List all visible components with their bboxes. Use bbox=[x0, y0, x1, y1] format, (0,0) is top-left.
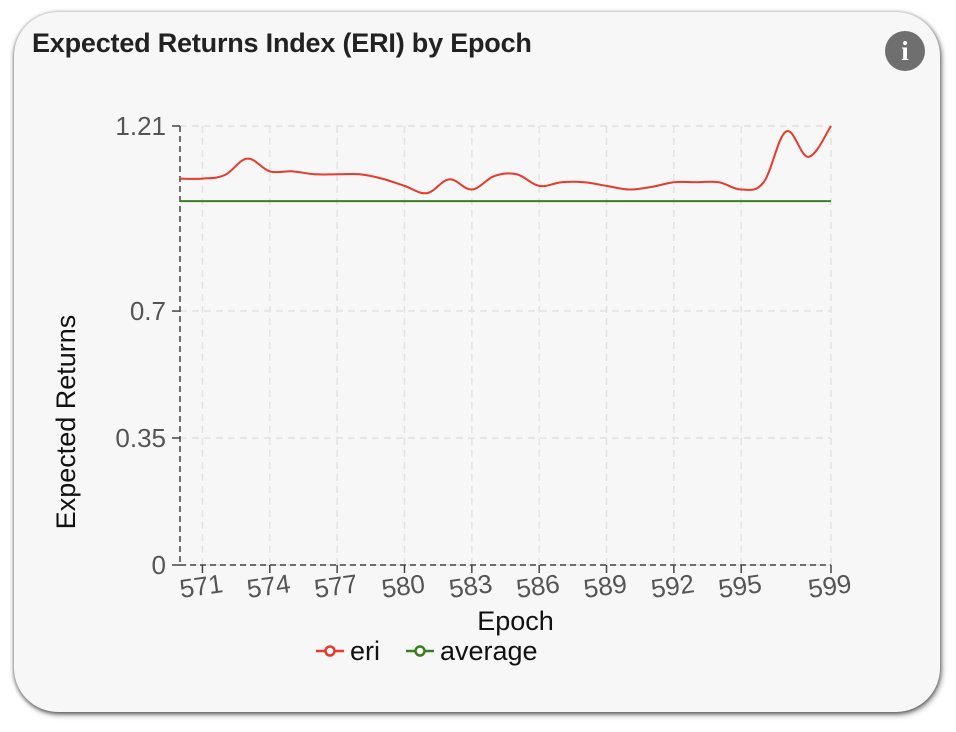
grid bbox=[180, 125, 832, 566]
chart-card: Expected Returns Index (ERI) by Epoch i bbox=[14, 12, 940, 712]
x-tick-label: 571 bbox=[178, 568, 225, 604]
x-axis-title: Epoch bbox=[477, 606, 554, 636]
x-tick-label: 592 bbox=[649, 568, 696, 604]
axes: 0 0.35 0.7 1.21 571 574 577 580 583 586 589 592 595 5… bbox=[115, 111, 853, 604]
y-tick-label: 0.35 bbox=[115, 423, 166, 453]
x-tick-label: 580 bbox=[380, 568, 427, 604]
x-tick-label: 599 bbox=[806, 568, 853, 604]
y-tick-label: 0.7 bbox=[130, 296, 166, 326]
x-tick-label: 577 bbox=[312, 568, 359, 604]
x-tick-label: 583 bbox=[447, 568, 494, 604]
legend: eri average bbox=[316, 636, 538, 666]
x-tick-label: 595 bbox=[716, 568, 763, 604]
x-tick-label: 574 bbox=[245, 568, 292, 604]
x-tick-label: 589 bbox=[582, 568, 629, 604]
series-line-eri bbox=[179, 125, 832, 195]
legend-marker-eri bbox=[324, 645, 336, 657]
legend-label-eri: eri bbox=[350, 636, 380, 666]
y-tick-label: 0 bbox=[152, 550, 166, 580]
y-tick-label: 1.21 bbox=[115, 111, 166, 141]
y-axis-title: Expected Returns bbox=[51, 315, 81, 530]
chart-title: Expected Returns Index (ERI) by Epoch bbox=[32, 28, 532, 58]
legend-marker-average bbox=[414, 645, 426, 657]
info-icon[interactable]: i bbox=[885, 31, 925, 71]
x-tick-label: 586 bbox=[514, 568, 561, 604]
series bbox=[179, 125, 832, 203]
legend-label-average: average bbox=[440, 636, 538, 666]
